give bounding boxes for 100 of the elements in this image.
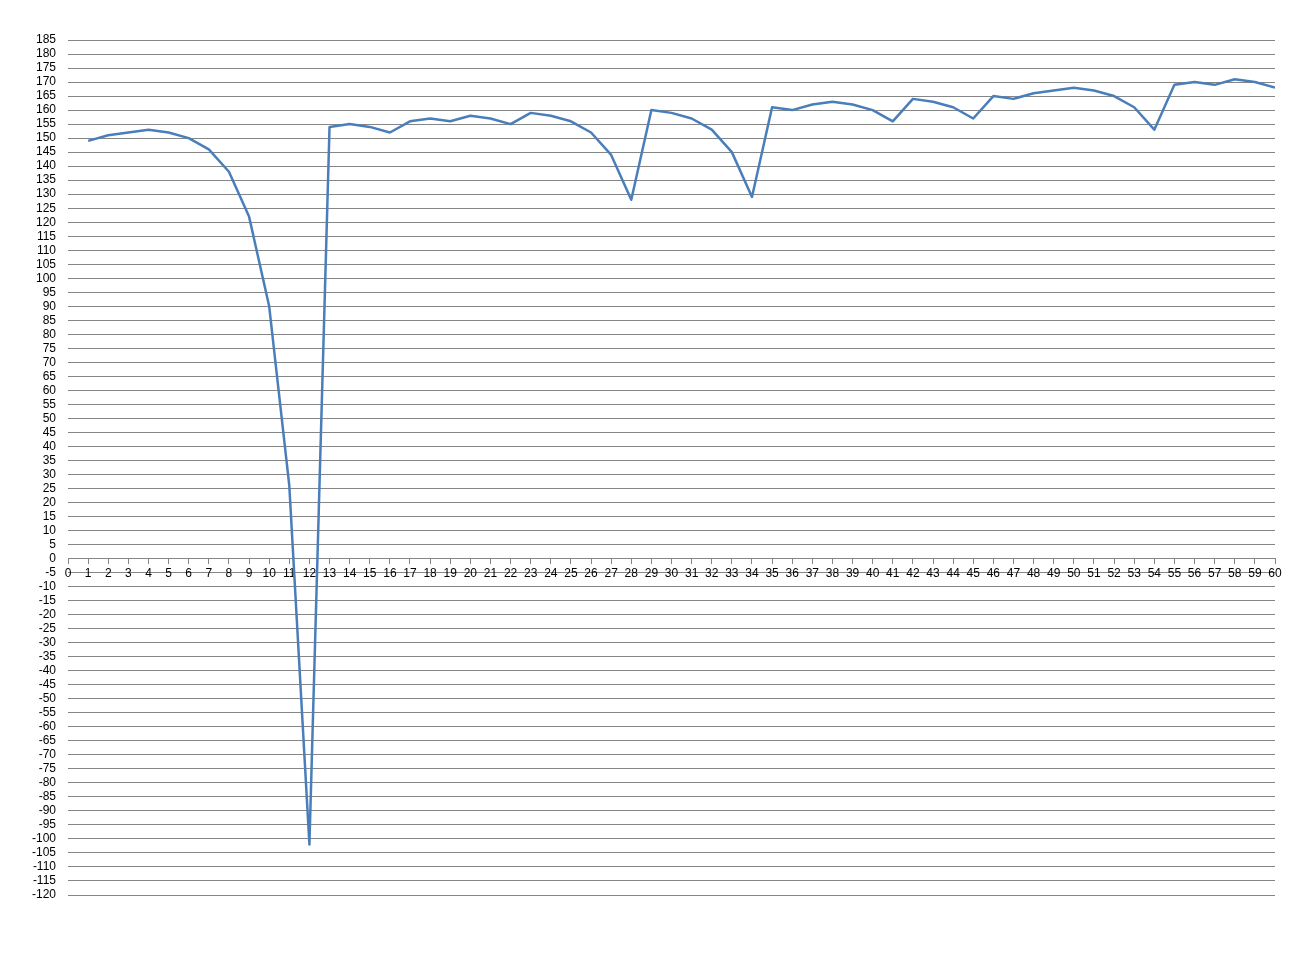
x-tick-label: 42	[906, 566, 920, 581]
y-tick-label: -35	[38, 649, 57, 664]
y-tick-label: -45	[38, 677, 57, 692]
x-tick-label: 24	[544, 566, 558, 581]
x-tick-label: 46	[986, 566, 1001, 581]
x-tick-label: 1	[84, 566, 92, 581]
x-tick-label: 20	[463, 566, 478, 581]
y-tick-label: -50	[38, 691, 57, 706]
x-tick-label: 40	[865, 566, 880, 581]
y-tick-label: 115	[36, 228, 57, 243]
y-tick-label: 135	[35, 172, 57, 187]
y-tick-label: 0	[49, 550, 57, 565]
x-tick-label: 55	[1167, 566, 1182, 581]
x-tick-label: 37	[805, 566, 820, 581]
y-tick-label: 185	[35, 32, 57, 47]
x-tick-label: 54	[1147, 566, 1162, 581]
x-tick-label: 29	[644, 566, 659, 581]
x-tick-label: 0	[64, 566, 72, 581]
y-tick-label: 120	[35, 214, 57, 229]
x-tick-label: 43	[926, 566, 941, 581]
x-tick-label: 45	[966, 566, 981, 581]
x-tick-label: 16	[383, 566, 397, 581]
x-tick-label: 47	[1006, 566, 1021, 581]
x-tick-label: 59	[1248, 566, 1262, 581]
y-tick-label: 20	[42, 494, 57, 509]
y-tick-label: 105	[35, 256, 57, 271]
y-tick-label: -110	[32, 859, 57, 874]
x-tick-label: 4	[145, 566, 153, 581]
y-tick-label: 25	[42, 480, 57, 495]
y-tick-label: -60	[38, 719, 57, 734]
x-tick-label: 6	[185, 566, 193, 581]
y-tick-label: 40	[42, 438, 57, 453]
y-tick-label: 130	[35, 186, 57, 201]
y-tick-label: 35	[42, 452, 57, 467]
x-tick-label: 17	[403, 566, 417, 581]
y-tick-label: -100	[31, 831, 57, 846]
y-tick-label: 90	[42, 298, 57, 313]
y-tick-label: -10	[38, 578, 57, 593]
y-tick-label: -85	[38, 789, 57, 804]
y-tick-label: -95	[38, 817, 57, 832]
x-tick-label: 57	[1207, 566, 1222, 581]
y-tick-label: -15	[38, 592, 57, 607]
x-tick-label: 52	[1107, 566, 1122, 581]
y-tick-label: -5	[45, 564, 57, 579]
x-tick-label: 28	[624, 566, 639, 581]
y-tick-label: -115	[32, 873, 57, 888]
x-tick-label: 53	[1127, 566, 1142, 581]
y-tick-label: 180	[35, 46, 57, 61]
x-tick-label: 49	[1047, 566, 1061, 581]
y-tick-label: -70	[38, 747, 57, 762]
y-tick-label: -55	[38, 705, 57, 720]
y-tick-label: 15	[42, 508, 57, 523]
x-tick-label: 60	[1268, 566, 1282, 581]
x-tick-label: 48	[1026, 566, 1041, 581]
y-tick-label: -90	[38, 803, 57, 818]
y-tick-label: 110	[36, 242, 57, 257]
y-tick-label: 140	[35, 158, 57, 173]
x-tick-label: 23	[524, 566, 538, 581]
x-tick-label: 41	[886, 566, 900, 581]
x-tick-label: 31	[684, 566, 699, 581]
x-tick-label: 8	[225, 566, 233, 581]
x-tick-label: 35	[765, 566, 780, 581]
x-tick-label: 14	[342, 566, 357, 581]
y-tick-label: 100	[35, 270, 57, 285]
x-tick-label: 2	[104, 566, 112, 581]
x-tick-label: 56	[1187, 566, 1202, 581]
y-tick-label: -65	[38, 733, 57, 748]
y-tick-label: -80	[38, 775, 57, 790]
y-tick-label: 85	[42, 312, 57, 327]
y-tick-label: 10	[42, 522, 57, 537]
x-tick-label: 30	[664, 566, 679, 581]
x-tick-label: 9	[245, 566, 253, 581]
y-tick-label: 75	[42, 340, 57, 355]
y-tick-label: 125	[35, 200, 57, 215]
x-tick-label: 44	[946, 566, 961, 581]
y-tick-label: 165	[35, 88, 57, 103]
x-tick-label: 34	[745, 566, 759, 581]
y-tick-label: 50	[42, 410, 57, 425]
x-tick-label: 51	[1087, 566, 1101, 581]
x-tick-label: 7	[205, 566, 213, 581]
y-tick-label: -30	[38, 635, 57, 650]
x-tick-label: 25	[564, 566, 578, 581]
y-tick-label: 5	[49, 536, 57, 551]
y-tick-label: 80	[42, 326, 57, 341]
x-tick-label: 12	[302, 566, 317, 581]
y-tick-label: -20	[38, 606, 57, 621]
y-tick-label: 160	[35, 102, 57, 117]
y-tick-label: 95	[42, 284, 57, 299]
x-tick-label: 39	[845, 566, 860, 581]
x-tick-label: 33	[725, 566, 739, 581]
y-tick-label: -120	[31, 887, 57, 902]
x-tick-label: 15	[363, 566, 377, 581]
y-tick-label: -75	[38, 761, 57, 776]
x-tick-label: 50	[1067, 566, 1081, 581]
x-tick-label: 27	[604, 566, 619, 581]
y-tick-label: 55	[42, 396, 57, 411]
y-tick-label: -40	[38, 663, 57, 678]
x-tick-label: 3	[125, 566, 133, 581]
y-tick-label: 65	[42, 368, 57, 383]
y-tick-label: -105	[31, 845, 57, 860]
